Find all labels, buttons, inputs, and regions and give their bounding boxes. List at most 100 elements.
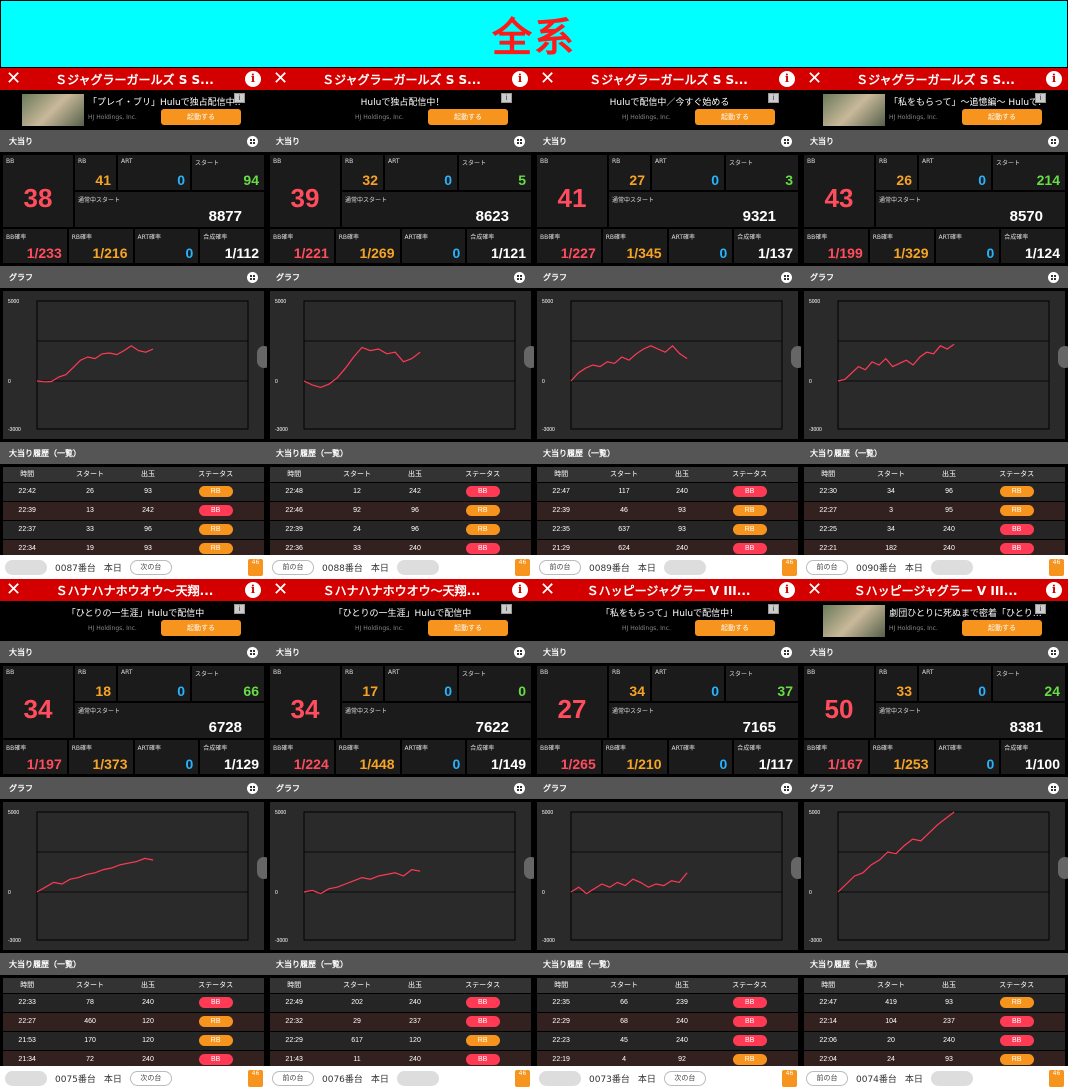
app-badge-icon[interactable]: 46: [782, 558, 797, 576]
table-row[interactable]: 22:47 117 240 BB: [537, 481, 798, 501]
table-row[interactable]: 22:39 46 93 RB: [537, 500, 798, 520]
prev-machine-button[interactable]: 前の台: [539, 559, 581, 575]
grid-menu-icon[interactable]: [247, 646, 258, 658]
ad-banner[interactable]: 劇団ひとりに死ぬまで密着「ひとり… HJ Holdings, Inc. 起動する i: [801, 601, 1068, 641]
ad-choices-icon[interactable]: i: [501, 93, 512, 103]
grid-menu-icon[interactable]: [1048, 646, 1059, 658]
grid-menu-icon[interactable]: [247, 782, 258, 794]
app-badge-icon[interactable]: 46: [782, 1069, 797, 1087]
grid-menu-icon[interactable]: [781, 135, 792, 147]
prev-machine-button[interactable]: 前の台: [272, 1070, 314, 1086]
ad-banner[interactable]: 「ひとりの一生涯」Huluで配信中 HJ Holdings, Inc. 起動する i: [0, 601, 267, 641]
ad-choices-icon[interactable]: i: [234, 93, 245, 103]
grid-menu-icon[interactable]: [1048, 271, 1059, 283]
ad-banner[interactable]: 「ひとりの一生涯」Huluで配信中 HJ Holdings, Inc. 起動する i: [267, 601, 534, 641]
table-row[interactable]: 21:29 624 240 BB: [537, 538, 798, 558]
table-row[interactable]: 22:27 3 95 RB: [804, 500, 1065, 520]
table-row[interactable]: 22:06 20 240 BB: [804, 1030, 1065, 1050]
close-icon[interactable]: ✕: [273, 579, 289, 600]
ad-launch-button[interactable]: 起動する: [161, 620, 241, 636]
table-row[interactable]: 22:42 26 93 RB: [3, 481, 264, 501]
table-row[interactable]: 22:35 66 239 BB: [537, 992, 798, 1012]
app-badge-icon[interactable]: 46: [1049, 1069, 1064, 1087]
graph-next-icon[interactable]: [791, 857, 801, 879]
close-icon[interactable]: ✕: [540, 579, 556, 600]
prev-machine-button[interactable]: 前の台: [539, 1070, 581, 1086]
info-icon[interactable]: i: [1046, 71, 1062, 87]
grid-menu-icon[interactable]: [781, 271, 792, 283]
ad-choices-icon[interactable]: i: [768, 93, 779, 103]
table-row[interactable]: 22:30 34 96 RB: [804, 481, 1065, 501]
table-row[interactable]: 22:48 12 242 BB: [270, 481, 531, 501]
ad-launch-button[interactable]: 起動する: [695, 109, 775, 125]
table-row[interactable]: 22:36 33 240 BB: [270, 538, 531, 558]
prev-machine-button[interactable]: 前の台: [806, 1070, 848, 1086]
table-row[interactable]: 22:04 24 93 RB: [804, 1049, 1065, 1069]
grid-menu-icon[interactable]: [247, 135, 258, 147]
ad-launch-button[interactable]: 起動する: [962, 109, 1042, 125]
app-badge-icon[interactable]: 46: [248, 1069, 263, 1087]
table-row[interactable]: 22:27 460 120 RB: [3, 1011, 264, 1031]
close-icon[interactable]: ✕: [6, 579, 22, 600]
ad-launch-button[interactable]: 起動する: [962, 620, 1042, 636]
table-row[interactable]: 22:35 637 93 RB: [537, 519, 798, 539]
next-machine-button[interactable]: 次の台: [663, 559, 706, 575]
info-icon[interactable]: i: [512, 582, 528, 598]
info-icon[interactable]: i: [245, 582, 261, 598]
next-machine-button[interactable]: 次の台: [663, 1070, 706, 1086]
grid-menu-icon[interactable]: [1048, 782, 1059, 794]
table-row[interactable]: 21:43 11 240 BB: [270, 1049, 531, 1069]
ad-banner[interactable]: Huluで配信中／今すぐ始める HJ Holdings, Inc. 起動する i: [534, 90, 801, 130]
next-machine-button[interactable]: 次の台: [930, 559, 973, 575]
ad-choices-icon[interactable]: i: [1035, 604, 1046, 614]
ad-banner[interactable]: 「私をもらって」Huluで配信中！ HJ Holdings, Inc. 起動する i: [534, 601, 801, 641]
app-badge-icon[interactable]: 46: [1049, 558, 1064, 576]
next-machine-button[interactable]: 次の台: [930, 1070, 973, 1086]
grid-menu-icon[interactable]: [781, 782, 792, 794]
grid-menu-icon[interactable]: [1048, 135, 1059, 147]
table-row[interactable]: 21:53 170 120 RB: [3, 1030, 264, 1050]
graph-next-icon[interactable]: [257, 346, 267, 368]
close-icon[interactable]: ✕: [6, 68, 22, 89]
grid-menu-icon[interactable]: [514, 271, 525, 283]
table-row[interactable]: 22:39 13 242 BB: [3, 500, 264, 520]
close-icon[interactable]: ✕: [540, 68, 556, 89]
graph-next-icon[interactable]: [524, 346, 534, 368]
next-machine-button[interactable]: 次の台: [129, 559, 172, 575]
table-row[interactable]: 22:32 29 237 BB: [270, 1011, 531, 1031]
table-row[interactable]: 22:49 202 240 BB: [270, 992, 531, 1012]
ad-choices-icon[interactable]: i: [501, 604, 512, 614]
prev-machine-button[interactable]: 前の台: [5, 1070, 47, 1086]
graph-next-icon[interactable]: [524, 857, 534, 879]
table-row[interactable]: 22:34 19 93 RB: [3, 538, 264, 558]
next-machine-button[interactable]: 次の台: [129, 1070, 172, 1086]
info-icon[interactable]: i: [1046, 582, 1062, 598]
ad-banner[interactable]: 「プレイ・ブリ」Huluで独占配信中… HJ Holdings, Inc. 起動する…: [0, 90, 267, 130]
graph-next-icon[interactable]: [1058, 857, 1068, 879]
ad-launch-button[interactable]: 起動する: [428, 109, 508, 125]
table-row[interactable]: 22:14 104 237 BB: [804, 1011, 1065, 1031]
info-icon[interactable]: i: [245, 71, 261, 87]
next-machine-button[interactable]: 次の台: [396, 1070, 439, 1086]
ad-banner[interactable]: 「私をもらって」〜追憶編〜 Huluで… HJ Holdings, Inc. 起動す…: [801, 90, 1068, 130]
info-icon[interactable]: i: [779, 71, 795, 87]
table-row[interactable]: 22:21 182 240 BB: [804, 538, 1065, 558]
table-row[interactable]: 22:19 4 92 RB: [537, 1049, 798, 1069]
table-row[interactable]: 22:39 24 96 RB: [270, 519, 531, 539]
table-row[interactable]: 22:37 33 96 RB: [3, 519, 264, 539]
table-row[interactable]: 22:33 78 240 BB: [3, 992, 264, 1012]
grid-menu-icon[interactable]: [247, 271, 258, 283]
grid-menu-icon[interactable]: [514, 646, 525, 658]
table-row[interactable]: 22:23 45 240 BB: [537, 1030, 798, 1050]
ad-launch-button[interactable]: 起動する: [428, 620, 508, 636]
close-icon[interactable]: ✕: [807, 68, 823, 89]
app-badge-icon[interactable]: 46: [515, 1069, 530, 1087]
app-badge-icon[interactable]: 46: [248, 558, 263, 576]
prev-machine-button[interactable]: 前の台: [272, 559, 314, 575]
info-icon[interactable]: i: [779, 582, 795, 598]
graph-next-icon[interactable]: [257, 857, 267, 879]
table-row[interactable]: 22:47 419 93 RB: [804, 992, 1065, 1012]
table-row[interactable]: 22:46 92 96 RB: [270, 500, 531, 520]
table-row[interactable]: 21:34 72 240 BB: [3, 1049, 264, 1069]
table-row[interactable]: 22:25 34 240 BB: [804, 519, 1065, 539]
